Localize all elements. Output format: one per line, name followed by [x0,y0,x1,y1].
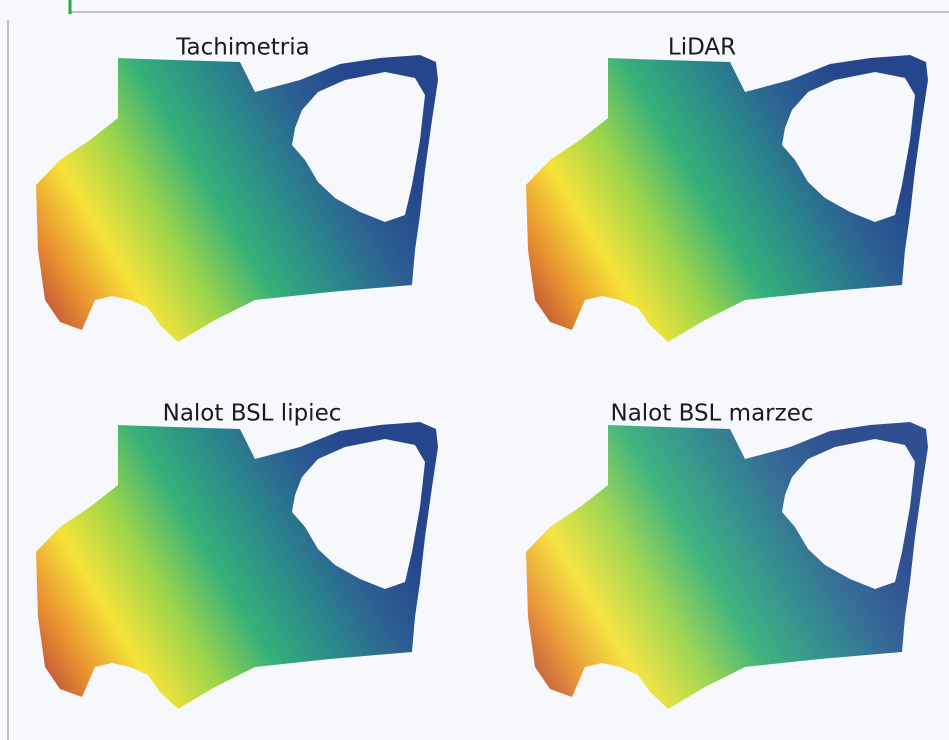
panel-title: Tachimetria [175,35,309,61]
page: {"panels": [ {"title": "Tachimetria"}, {… [0,0,949,740]
figure: Tachimetria LiDAR Nalot BSL lipiec Nalot… [0,0,949,740]
panel-title: Nalot BSL marzec [610,401,813,427]
panel-title: Nalot BSL lipiec [163,401,342,427]
panel-title: LiDAR [668,35,736,61]
